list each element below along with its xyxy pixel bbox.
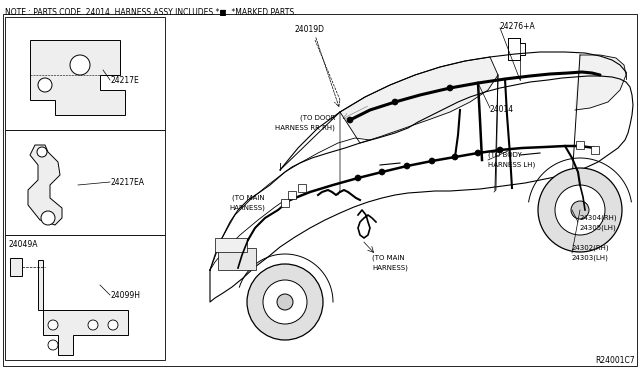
Circle shape	[38, 78, 52, 92]
Bar	[218, 248, 256, 270]
Text: (TO BODY: (TO BODY	[488, 152, 522, 158]
Bar	[591, 146, 599, 154]
Circle shape	[277, 294, 293, 310]
Bar	[5, 17, 165, 130]
Circle shape	[452, 154, 458, 160]
Bar	[288, 191, 296, 199]
Bar	[10, 258, 22, 276]
Circle shape	[555, 185, 605, 235]
Text: (TO DOOR: (TO DOOR	[300, 115, 335, 121]
Circle shape	[41, 211, 55, 225]
Polygon shape	[38, 260, 128, 355]
Text: 24217E: 24217E	[110, 76, 139, 84]
Circle shape	[88, 320, 98, 330]
Circle shape	[70, 55, 90, 75]
Text: 24217EA: 24217EA	[110, 177, 144, 186]
Bar	[215, 238, 247, 252]
Polygon shape	[340, 57, 498, 143]
Circle shape	[538, 168, 622, 252]
Circle shape	[447, 85, 453, 91]
Circle shape	[355, 175, 361, 181]
Text: (TO MAIN: (TO MAIN	[372, 255, 404, 261]
Bar	[576, 141, 584, 149]
Text: 24303(LH): 24303(LH)	[572, 255, 609, 261]
Text: 24099H: 24099H	[110, 291, 140, 299]
Circle shape	[48, 320, 58, 330]
Text: (TO MAIN: (TO MAIN	[232, 195, 265, 201]
Polygon shape	[575, 55, 626, 110]
Text: HARNESS RR RH): HARNESS RR RH)	[275, 125, 335, 131]
Text: HARNESS): HARNESS)	[229, 205, 265, 211]
Circle shape	[347, 117, 353, 123]
Text: HARNESS): HARNESS)	[372, 265, 408, 271]
Circle shape	[108, 320, 118, 330]
Text: NOTE : PARTS CODE  24014  HARNESS ASSY INCLUDES *■  *MARKED PARTS.: NOTE : PARTS CODE 24014 HARNESS ASSY INC…	[5, 8, 296, 17]
Polygon shape	[28, 145, 62, 225]
Text: 24019D: 24019D	[295, 25, 325, 34]
Polygon shape	[210, 136, 382, 270]
Bar	[298, 184, 306, 192]
Polygon shape	[210, 76, 633, 302]
Polygon shape	[30, 40, 125, 115]
Circle shape	[571, 201, 589, 219]
Circle shape	[263, 280, 307, 324]
Circle shape	[497, 147, 503, 153]
Text: R24001C7: R24001C7	[595, 356, 635, 365]
Circle shape	[379, 169, 385, 175]
Circle shape	[475, 150, 481, 156]
Bar	[5, 235, 165, 360]
Text: 24305(LH): 24305(LH)	[580, 225, 617, 231]
Text: HARNESS LH): HARNESS LH)	[488, 162, 535, 168]
Text: 24276+A: 24276+A	[500, 22, 536, 31]
Bar	[281, 199, 289, 207]
Text: 24014: 24014	[490, 105, 514, 114]
Text: 24302(RH): 24302(RH)	[572, 245, 610, 251]
Bar	[5, 130, 165, 235]
Circle shape	[37, 147, 47, 157]
Circle shape	[429, 158, 435, 164]
Text: 24304(RH): 24304(RH)	[580, 215, 618, 221]
Circle shape	[404, 163, 410, 169]
Circle shape	[247, 264, 323, 340]
Circle shape	[392, 99, 398, 105]
Circle shape	[48, 340, 58, 350]
Text: 24049A: 24049A	[8, 240, 38, 249]
